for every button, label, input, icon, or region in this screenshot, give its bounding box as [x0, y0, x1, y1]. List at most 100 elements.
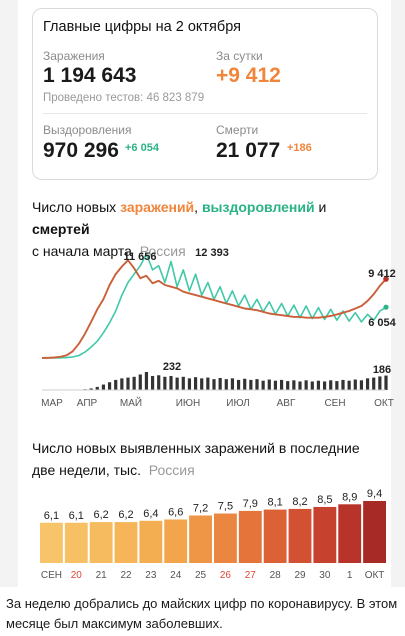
infections-value: 1 194 643 — [43, 64, 137, 87]
bar-category-label: 1 — [347, 570, 353, 581]
chart2-title-region: Россия — [148, 462, 195, 478]
bar-value-label: 9,4 — [367, 488, 382, 500]
death-bar — [169, 376, 173, 390]
x-tick-label: МАР — [41, 398, 63, 409]
death-bar — [144, 372, 149, 390]
chart-annotation: 11 656 — [123, 251, 156, 263]
death-bar — [193, 377, 198, 390]
x-tick-label: СЕН — [324, 398, 345, 409]
infection-bar — [64, 522, 88, 563]
bar-category-label: 25 — [195, 570, 207, 581]
bar-value-label: 7,5 — [218, 501, 233, 513]
bar-value-label: 8,2 — [292, 496, 307, 508]
death-bar — [107, 382, 112, 390]
death-bar — [181, 376, 185, 390]
death-bar — [230, 378, 235, 390]
death-bar — [292, 380, 296, 390]
x-tick-label: ОКТ — [374, 398, 394, 409]
death-bar — [132, 376, 136, 390]
chart-annotation: 6 054 — [368, 317, 396, 329]
infection-bar — [89, 522, 113, 563]
death-bar — [298, 381, 302, 390]
left-margin — [0, 0, 18, 636]
infection-bar — [214, 513, 237, 563]
recovered-delta: +6 054 — [125, 142, 159, 154]
death-bar — [126, 377, 130, 390]
caption-text: За неделю добрались до майских цифр по к… — [0, 587, 405, 636]
x-tick-label: ИЮН — [176, 398, 201, 409]
death-bar — [316, 380, 321, 390]
death-bar — [224, 379, 228, 390]
line-chart: 11 656 12 393 9 412 6 054 232 186 МАР АПР МАЙ ИЮН… — [41, 247, 396, 409]
bar-value-label: 6,1 — [44, 510, 59, 522]
bar-value-label: 7,9 — [243, 498, 258, 510]
chart2-title-text: Число новых выявленных заражений в после… — [32, 440, 360, 478]
death-bar — [138, 374, 142, 390]
death-bar — [206, 377, 210, 390]
recoveries-line — [42, 253, 387, 359]
tests-count: Проведено тестов: 46 823 879 — [43, 92, 205, 104]
chart1-title-deaths: смертей — [32, 221, 90, 237]
chart1-title-region: Россия — [139, 243, 186, 259]
death-bar — [341, 379, 345, 390]
bar-category-label: СЕН — [41, 570, 62, 581]
death-bar — [175, 377, 179, 390]
bar-value-label: 8,9 — [342, 491, 357, 503]
bar-category-label: 23 — [145, 570, 157, 581]
bar-value-label: 7,2 — [193, 503, 208, 515]
infection-bar — [338, 504, 362, 563]
chart-annotation: 232 — [163, 361, 181, 373]
recoveries-endpoint — [383, 304, 389, 310]
death-bar — [329, 380, 333, 390]
bar-value-label: 8,5 — [317, 494, 332, 506]
daily-value: +9 412 — [216, 64, 281, 87]
bar-category-label: 27 — [245, 570, 257, 581]
deaths-delta: +186 — [287, 142, 312, 154]
death-bar — [335, 381, 339, 390]
bar-chart: 6,1 СЕН 6,1 20 6,2 21 6,2 22 6,4 23 6,6 24 7,2 25 7,5 2… — [40, 488, 386, 581]
death-bar — [150, 376, 155, 390]
death-bar — [163, 376, 167, 390]
chart1-title: Число новых заражений, выздоровлений и с… — [32, 196, 382, 262]
x-tick-label: АПР — [77, 398, 98, 409]
death-bar — [267, 379, 271, 390]
infection-bar — [313, 506, 337, 563]
infection-bar — [139, 520, 163, 563]
recovered-label: Выздоровления — [43, 123, 132, 137]
death-bar — [243, 378, 247, 390]
bar-category-label: 29 — [294, 570, 306, 581]
chart1-title-prefix: Число новых — [32, 199, 121, 215]
infections-endpoint — [383, 276, 389, 282]
chart1-title-comma: , — [194, 199, 202, 215]
infection-bar — [363, 501, 386, 563]
death-bar — [372, 377, 376, 390]
chart2-title: Число новых выявленных заражений в после… — [32, 437, 382, 481]
death-bar — [304, 380, 308, 390]
death-bar — [212, 379, 216, 390]
infection-bar — [189, 515, 212, 563]
chart1-title-and: и — [314, 199, 327, 215]
right-margin — [391, 0, 405, 636]
infection-bar — [238, 510, 262, 563]
death-bar — [261, 380, 265, 390]
infections-label: Заражения — [43, 49, 105, 63]
bar-category-label: 28 — [270, 570, 282, 581]
death-bar — [310, 381, 314, 390]
death-bar — [384, 375, 388, 390]
death-bar — [353, 379, 357, 390]
death-bar — [359, 380, 364, 390]
recovered-value: 970 296 — [43, 139, 119, 162]
summary-title: Главные цифры на 2 октября — [43, 19, 241, 35]
death-bar — [187, 378, 192, 390]
death-bar — [378, 376, 382, 390]
bar-category-label: 30 — [319, 570, 331, 581]
daily-label: За сутки — [216, 49, 263, 63]
bar-category-label: ОКТ — [365, 570, 385, 581]
death-bar — [347, 380, 351, 390]
death-bar — [200, 378, 204, 390]
chart-annotation: 12 393 — [195, 247, 229, 259]
deaths-value: 21 077 — [216, 139, 281, 162]
chart1-title-infections: заражений — [120, 199, 195, 215]
death-bar — [114, 379, 118, 390]
summary-card: Главные цифры на 2 октября Заражения 1 1… — [32, 8, 378, 180]
